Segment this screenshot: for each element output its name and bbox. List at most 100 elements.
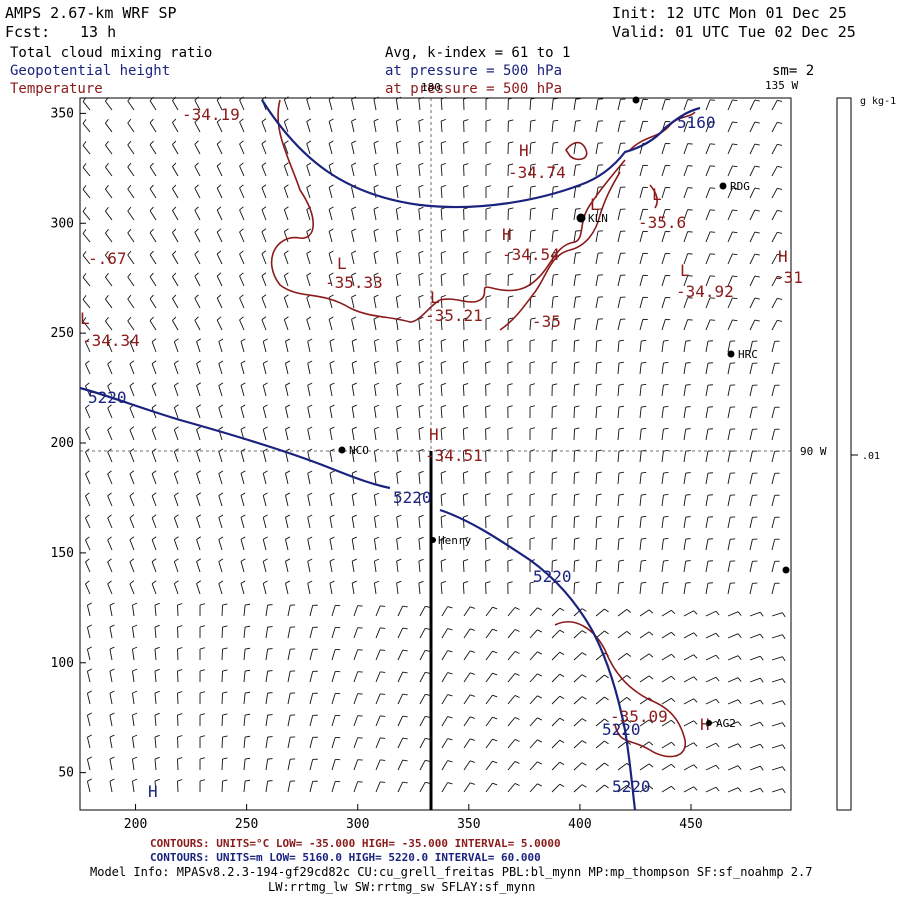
wind-barb <box>727 99 733 111</box>
wind-barb-feather <box>285 338 291 342</box>
wind-barb <box>639 719 650 727</box>
wind-barb <box>507 651 516 661</box>
wind-barb-feather <box>492 672 498 676</box>
wind-barb <box>375 693 381 705</box>
wind-barb <box>154 737 157 749</box>
wind-barb <box>595 384 598 397</box>
wind-barb-feather <box>492 694 498 698</box>
wind-barb-feather <box>351 426 357 430</box>
wind-barb <box>243 627 246 639</box>
wind-barb <box>127 188 135 199</box>
wind-barb <box>107 341 113 353</box>
wind-barb-feather <box>194 184 199 189</box>
wind-barb-feather <box>245 691 251 694</box>
wind-barb-feather <box>492 628 498 632</box>
wind-barb <box>749 583 753 595</box>
wind-barb-feather <box>105 96 109 102</box>
wind-barb <box>507 673 516 683</box>
wind-barb-feather <box>581 762 587 766</box>
wind-barb-feather <box>618 515 625 518</box>
wind-barb <box>683 539 687 551</box>
wind-barb <box>261 231 267 243</box>
wind-barb <box>661 451 664 463</box>
wind-barb <box>262 473 267 485</box>
wind-barb-feather <box>440 580 446 584</box>
wind-barb <box>105 122 113 133</box>
wind-barb <box>86 649 91 661</box>
wind-barb-feather <box>107 492 112 497</box>
wind-barb <box>353 715 359 727</box>
wind-barb-feather <box>754 99 760 102</box>
wind-barb-feather <box>530 97 536 100</box>
wind-barb <box>705 495 709 507</box>
wind-barb <box>462 560 465 573</box>
wind-barb <box>395 253 399 265</box>
wind-barb <box>240 451 245 463</box>
wind-barb <box>573 652 583 661</box>
wind-barb-feather <box>641 537 647 540</box>
wind-barb <box>418 517 421 529</box>
wind-barb <box>261 165 267 177</box>
wind-barb <box>639 495 642 507</box>
wind-barb <box>373 165 377 177</box>
wind-barb-feather <box>537 761 543 765</box>
wind-barb-feather <box>105 162 109 168</box>
wind-barb <box>617 495 620 507</box>
wind-barb-feather <box>463 97 469 100</box>
wind-barb <box>573 608 583 617</box>
wind-barb <box>463 650 471 661</box>
wind-barb-feather <box>374 426 380 430</box>
wind-barb-feather <box>85 536 90 541</box>
wind-barb-feather <box>759 787 764 793</box>
meridian-90-label: 90 W <box>800 445 827 458</box>
wind-barb-feather <box>351 118 357 122</box>
wind-barb-feather <box>604 674 609 679</box>
wind-barb <box>727 677 739 683</box>
wind-barb-feather <box>671 675 676 681</box>
wind-barb-feather <box>447 760 453 763</box>
wind-barb <box>617 143 621 155</box>
wind-barb-feather <box>222 735 228 738</box>
wind-barb-feather <box>641 449 647 452</box>
wind-barb <box>127 122 135 133</box>
wind-barb <box>173 341 179 353</box>
wind-barb-feather <box>267 626 273 628</box>
wind-barb-feather <box>754 275 760 278</box>
wind-barb-feather <box>306 272 312 276</box>
wind-barb-feather <box>285 492 291 496</box>
wind-barb <box>127 254 135 265</box>
wind-barb <box>639 583 642 595</box>
wind-barb <box>351 407 355 419</box>
wind-barb-feather <box>529 581 536 584</box>
wind-barb-feather <box>351 536 357 540</box>
wind-barb <box>595 165 599 177</box>
wind-barb <box>683 165 689 177</box>
wind-barb <box>661 319 666 331</box>
wind-barb <box>771 583 776 595</box>
wind-barb-feather <box>418 118 424 122</box>
wind-barb-feather <box>216 250 222 255</box>
wind-barb <box>418 187 421 199</box>
wind-barb <box>265 605 269 617</box>
wind-barb <box>749 539 753 551</box>
wind-barb-feather <box>82 97 87 102</box>
wind-barb-feather <box>710 143 716 145</box>
low-marker: L <box>430 288 440 307</box>
x-tick-label: 250 <box>235 817 258 832</box>
wind-barb <box>196 429 201 441</box>
wind-barb-feather <box>418 404 424 408</box>
wind-barb <box>262 385 267 397</box>
wind-barb-feather <box>151 382 157 387</box>
wind-barb <box>573 121 577 133</box>
wind-barb-feather <box>759 699 764 705</box>
wind-barb-feather <box>425 759 431 762</box>
wind-barb-feather <box>732 209 738 212</box>
wind-barb <box>261 143 267 155</box>
wind-barb-feather <box>284 316 289 321</box>
wind-barb-feather <box>127 316 132 322</box>
wind-barb-feather <box>777 143 783 146</box>
wind-barb <box>287 627 291 639</box>
wind-barb-feather <box>508 251 514 254</box>
wind-barb-feather <box>530 119 536 122</box>
wind-barb-feather <box>194 206 199 211</box>
